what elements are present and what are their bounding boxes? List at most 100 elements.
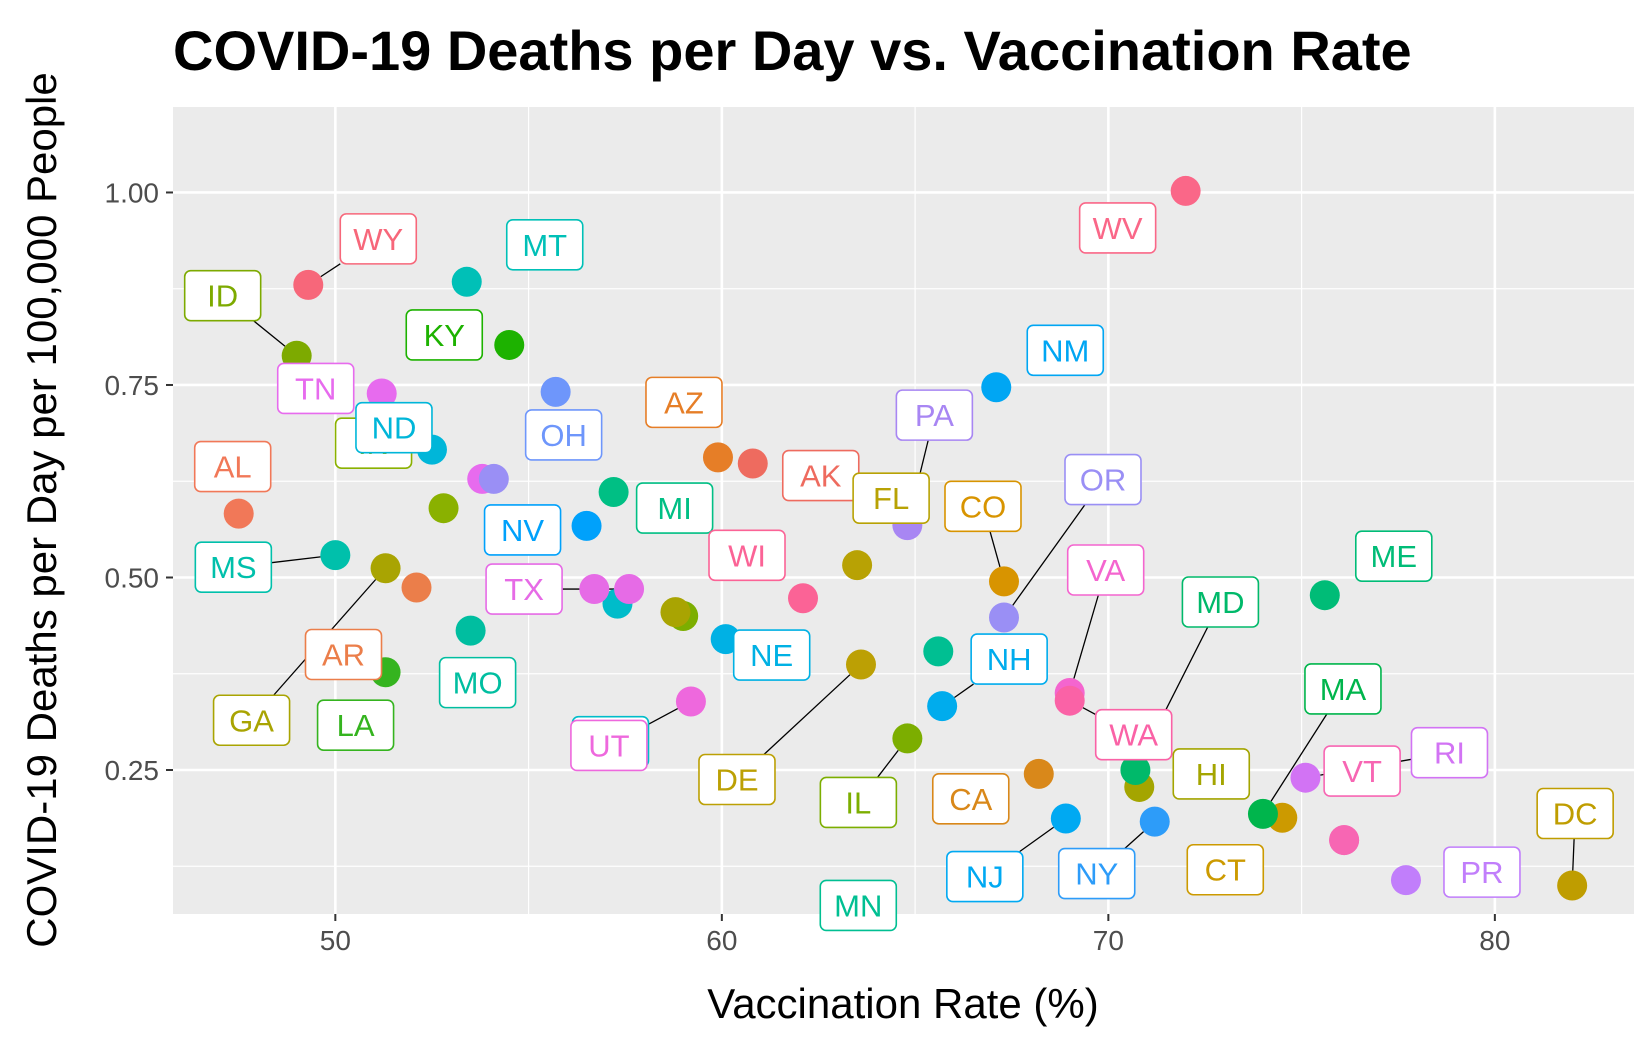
point-label-fl: FL [852, 472, 930, 524]
point-label-ne: NE [732, 629, 811, 681]
label-box [438, 656, 517, 709]
point-label-ri: RI [1410, 726, 1489, 779]
data-point-in [428, 493, 459, 524]
data-point-ky [494, 329, 525, 360]
data-point-ri [1290, 762, 1321, 793]
data-point-fl [842, 550, 873, 581]
label-text: NY [1075, 857, 1118, 892]
data-point-ar [401, 572, 432, 603]
label-text: GA [229, 703, 274, 738]
point-label-oh: OH [524, 409, 603, 461]
label-box [1536, 787, 1614, 840]
x-axis-ticks: 50 60 70 80 [320, 914, 1510, 956]
y-tick-label: 0.75 [105, 370, 160, 401]
connector-ny [1124, 831, 1144, 850]
label-box [1064, 453, 1142, 506]
data-point-mn [923, 636, 954, 667]
label-box [570, 719, 648, 772]
point-label-wv: WV [1078, 202, 1157, 254]
label-box [1094, 708, 1173, 761]
data-point-ms [320, 540, 351, 571]
label-text: TX [504, 572, 544, 607]
point-label-ky: KY [405, 309, 484, 361]
connector-il [876, 749, 899, 778]
connector-wy [320, 263, 341, 278]
data-point [579, 574, 610, 605]
label-text: RI [1434, 736, 1465, 771]
connector-nh [954, 683, 974, 699]
label-box [524, 409, 603, 461]
connector-id [253, 320, 286, 347]
y-tick-label: 0.50 [105, 562, 160, 593]
connector-nj [1019, 826, 1055, 853]
point-label-mt: MT [505, 218, 584, 271]
label-box [355, 401, 433, 454]
label-text: ND [372, 411, 417, 446]
data-point-il [892, 723, 923, 754]
label-box [485, 563, 563, 615]
x-tick-label: 70 [1093, 925, 1124, 956]
point-label-nj: NJ [946, 850, 1024, 903]
point-label-md: MD [1181, 576, 1260, 628]
point-label-tn: TN [276, 362, 355, 415]
label-box [316, 699, 395, 752]
label-text: UT [588, 728, 629, 763]
data-point-ut [675, 686, 706, 717]
data-point-mo [455, 615, 486, 646]
connector-ms [271, 556, 321, 564]
connector-ut [646, 707, 679, 726]
data-point-de [845, 649, 876, 680]
connector-co [989, 531, 1001, 568]
label-text: LA [337, 708, 375, 743]
point-label-id: ID [183, 269, 262, 322]
label-text: ME [1371, 539, 1418, 574]
x-axis-title: Vaccination Rate (%) [707, 980, 1098, 1027]
y-axis-title: COVID-19 Deaths per Day per 100,000 Peop… [18, 72, 65, 948]
label-text: CA [949, 782, 992, 817]
point-label-nd: ND [355, 401, 433, 454]
y-tick-label: 1.00 [105, 177, 160, 208]
label-text: NM [1041, 333, 1089, 368]
point-label-ca: CA [931, 773, 1010, 825]
data-point-mt [451, 266, 482, 297]
data-point [1329, 825, 1360, 856]
label-text: WV [1093, 211, 1143, 246]
label-text: AR [322, 638, 365, 673]
label-text: MD [1196, 585, 1244, 620]
data-point [478, 463, 509, 494]
label-text: MA [1320, 672, 1367, 707]
label-box [1443, 846, 1521, 898]
label-box [1304, 663, 1382, 715]
x-tick-label: 50 [320, 925, 351, 956]
point-label-vt: VT [1323, 745, 1401, 797]
point-label-al: AL [193, 440, 272, 493]
point-label-me: ME [1354, 530, 1433, 583]
label-box [1057, 847, 1136, 900]
label-box [483, 504, 562, 556]
data-points [223, 175, 1588, 901]
point-label-pa: PA [895, 389, 974, 441]
label-text: AZ [664, 385, 704, 420]
point-labels: AKALARAZCACOCTDCDEFLGAHIIDILINKYLAMAMDME… [183, 202, 1614, 932]
data-point-nj [1050, 803, 1081, 834]
label-box [193, 440, 272, 493]
data-point-ak [737, 448, 768, 479]
point-label-ny: NY [1057, 847, 1136, 900]
label-text: MO [453, 666, 503, 701]
label-text: NJ [966, 860, 1004, 895]
point-label-nv: NV [483, 504, 562, 556]
point-label-wy: WY [339, 213, 418, 265]
point-label-wi: WI [708, 529, 786, 582]
data-point-wv [1170, 175, 1201, 206]
label-box [505, 218, 584, 271]
label-box [1026, 324, 1105, 377]
label-box [1354, 530, 1433, 583]
label-box [194, 541, 273, 593]
label-text: KY [424, 318, 465, 353]
point-label-or: OR [1064, 453, 1142, 506]
label-text: MI [657, 491, 691, 526]
point-label-de: DE [698, 753, 776, 806]
label-text: MN [834, 888, 882, 923]
point-label-co: CO [944, 480, 1022, 533]
